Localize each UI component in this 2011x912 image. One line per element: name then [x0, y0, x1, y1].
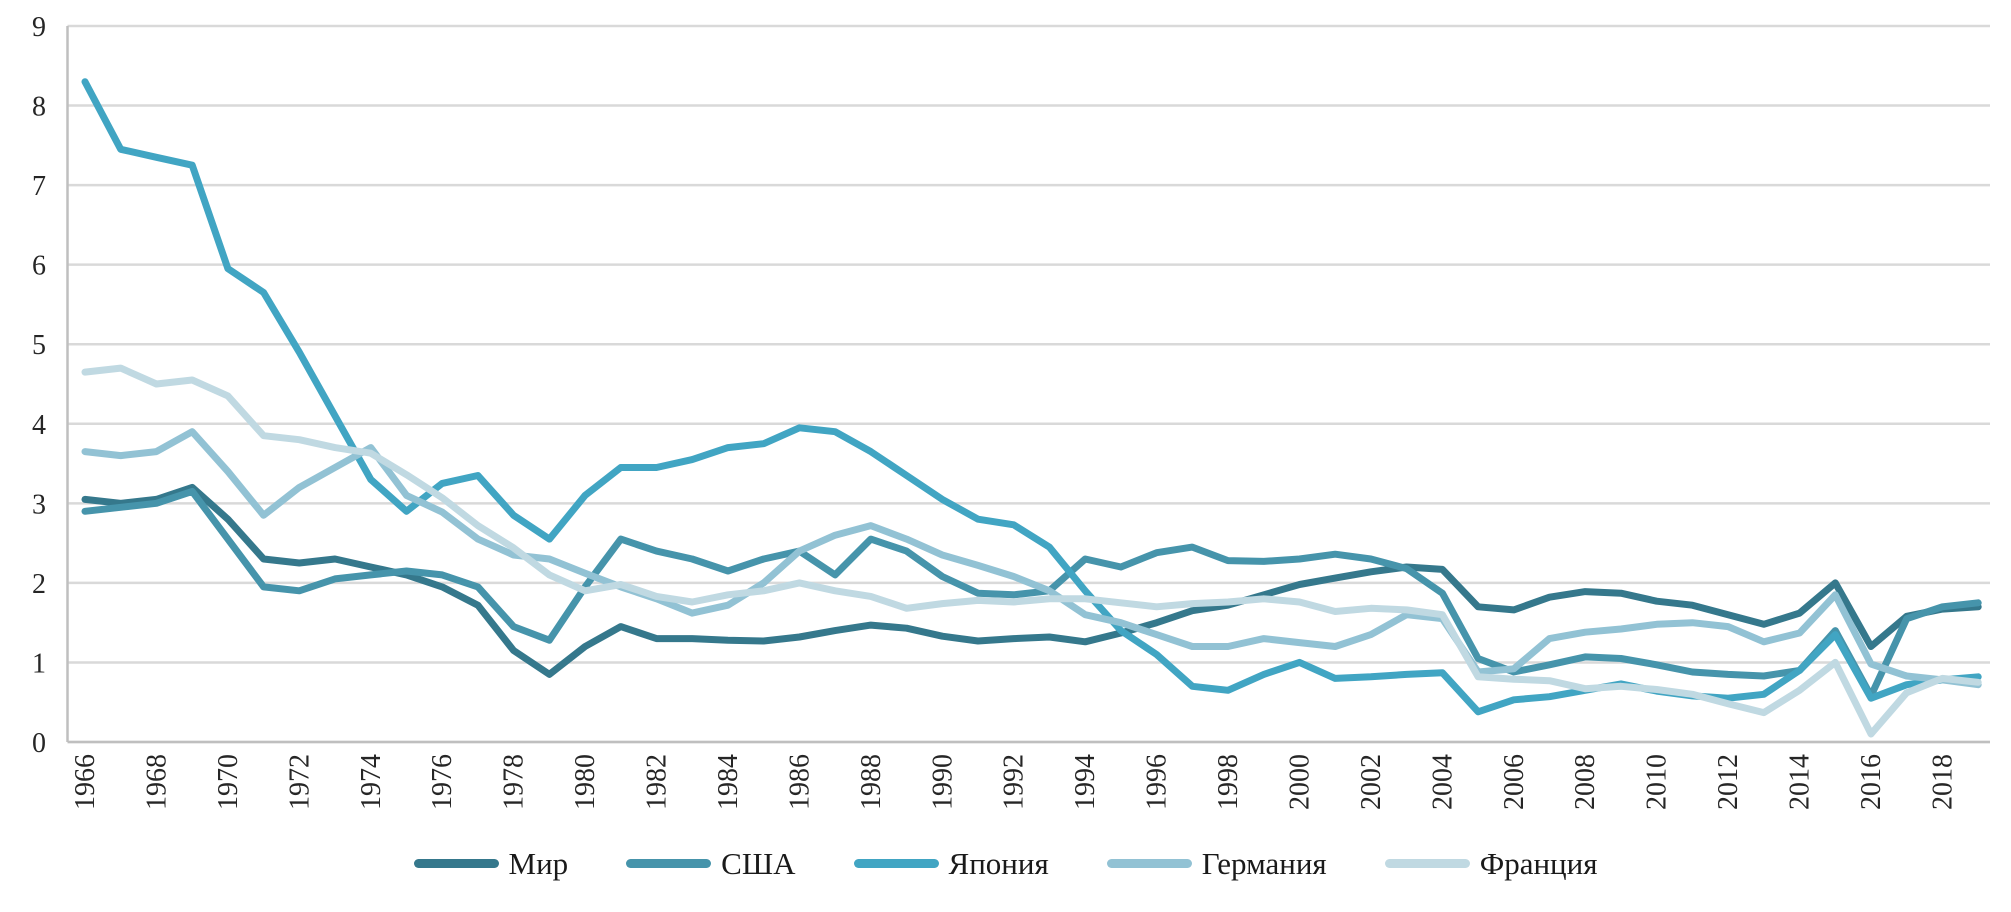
legend-label: Мир: [508, 846, 569, 881]
legend-swatch-icon: [1384, 859, 1470, 868]
legend-label: Франция: [1479, 846, 1598, 881]
x-tick-label: 2008: [1570, 754, 1601, 810]
x-tick-label: 1990: [927, 754, 958, 810]
x-tick-label: 2014: [1785, 754, 1816, 810]
x-tick-label: 2016: [1856, 754, 1887, 810]
y-tick-label: 1: [32, 648, 46, 679]
x-tick-label: 1974: [356, 754, 387, 810]
x-tick-label: 2012: [1713, 754, 1744, 810]
y-tick-label: 3: [32, 489, 46, 520]
series-line-3-Германия: [81, 428, 1982, 689]
legend-label: США: [721, 846, 796, 881]
y-tick-label: 7: [32, 171, 46, 202]
legend-item-Франция: Франция: [1384, 846, 1598, 881]
x-tick-label: 1972: [284, 754, 315, 810]
series-line-4-Франция: [81, 364, 1982, 738]
x-tick-label: 2010: [1642, 754, 1673, 810]
legend-swatch-icon: [853, 859, 939, 868]
legend-item-Мир: Мир: [413, 846, 569, 881]
legend: Мир США Япония Германия Франция: [0, 848, 2011, 879]
x-tick-label: 1986: [784, 754, 815, 810]
x-tick-label: 1966: [70, 754, 101, 810]
y-tick-label: 9: [32, 12, 46, 43]
legend-swatch-icon: [1106, 859, 1192, 868]
x-tick-label: 1998: [1213, 754, 1244, 810]
y-tick-label: 4: [32, 410, 46, 441]
y-tick-label: 8: [32, 92, 46, 123]
legend-label: Япония: [948, 846, 1049, 881]
legend-swatch-icon: [413, 859, 499, 868]
x-tick-label: 2000: [1284, 754, 1315, 810]
legend-item-Германия: Германия: [1106, 846, 1327, 881]
series-line-1-США: [81, 487, 1982, 700]
y-tick-label: 2: [32, 569, 46, 600]
y-tick-label: 5: [32, 330, 46, 361]
x-tick-label: 2004: [1427, 754, 1458, 810]
legend-label: Германия: [1201, 846, 1327, 881]
x-tick-label: 1994: [1070, 754, 1101, 810]
legend-item-США: США: [626, 846, 796, 881]
x-tick-label: 1996: [1142, 754, 1173, 810]
x-tick-label: 1968: [141, 754, 172, 810]
x-tick-label: 1976: [427, 754, 458, 810]
x-tick-label: 1978: [499, 754, 530, 810]
legend-swatch-icon: [626, 859, 712, 868]
x-tick-label: 1992: [999, 754, 1030, 810]
x-tick-label: 1984: [713, 754, 744, 810]
x-tick-label: 2002: [1356, 754, 1387, 810]
legend-item-Япония: Япония: [853, 846, 1049, 881]
x-tick-label: 1982: [642, 754, 673, 810]
x-tick-label: 1988: [856, 754, 887, 810]
x-tick-label: 2006: [1499, 754, 1530, 810]
y-tick-label: 0: [32, 728, 46, 759]
x-tick-label: 2018: [1927, 754, 1958, 810]
x-tick-label: 1970: [213, 754, 244, 810]
x-tick-label: 1980: [570, 754, 601, 810]
y-tick-label: 6: [32, 251, 46, 282]
series-line-2-Япония: [81, 78, 1982, 716]
